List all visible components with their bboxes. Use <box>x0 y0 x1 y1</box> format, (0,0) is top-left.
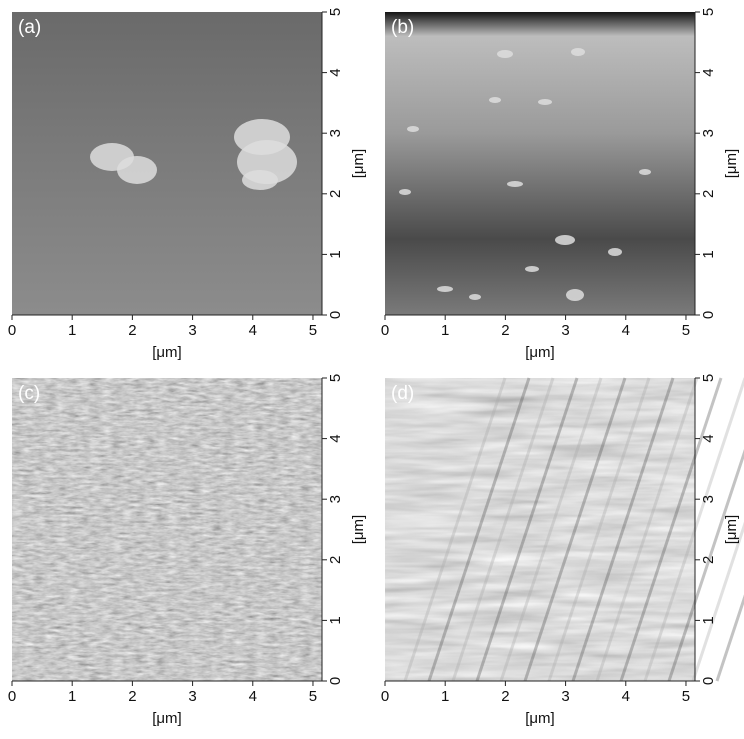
y-axis-label: [μm] <box>350 149 367 178</box>
y-axis-label: [μm] <box>723 149 740 178</box>
afm-image <box>12 378 322 681</box>
y-tick-label: 0 <box>327 311 344 319</box>
y-tick-label: 3 <box>327 129 344 137</box>
scratch <box>619 377 723 682</box>
scratch <box>475 377 579 682</box>
x-tick-label: 0 <box>8 688 16 705</box>
y-tick-label: 3 <box>327 495 344 503</box>
particle <box>437 286 453 292</box>
y-tick-label: 5 <box>327 8 344 16</box>
y-axis-label: [μm] <box>350 515 367 544</box>
panel: (a) 0 1 2 3 4 5 0 1 2 3 4 5 [μm] [μm] <box>8 8 367 361</box>
x-tick-label: 4 <box>622 322 630 339</box>
y-tick-label: 2 <box>327 190 344 198</box>
y-tick-label: 3 <box>700 129 717 137</box>
x-tick-label: 4 <box>249 688 257 705</box>
y-tick-label: 0 <box>700 677 717 685</box>
x-tick-label: 2 <box>501 322 509 339</box>
panel: (d) 0 1 2 3 4 5 0 1 2 3 4 5 [μm] [μm] <box>381 374 744 727</box>
x-tick-label: 2 <box>128 688 136 705</box>
particle <box>571 48 585 56</box>
panel: (b) 0 1 2 3 4 5 0 1 2 3 4 5 [μm] [μm] <box>381 8 740 361</box>
x-tick-label: 3 <box>188 688 196 705</box>
y-tick-label: 1 <box>700 250 717 258</box>
x-tick-label: 5 <box>309 322 317 339</box>
panel-label: (c) <box>18 383 40 404</box>
y-tick-label: 2 <box>700 556 717 564</box>
x-tick-label: 3 <box>561 322 569 339</box>
particle <box>566 289 584 301</box>
scratch <box>595 377 699 682</box>
particle <box>555 235 575 245</box>
particle <box>407 126 419 132</box>
scratch <box>499 377 603 682</box>
x-tick-label: 0 <box>381 322 389 339</box>
x-tick-label: 0 <box>381 688 389 705</box>
scratch <box>547 377 651 682</box>
x-tick-label: 1 <box>68 688 76 705</box>
scratch <box>571 377 675 682</box>
afm-image <box>385 12 695 315</box>
scratch <box>667 448 744 682</box>
x-tick-label: 5 <box>682 322 690 339</box>
y-tick-label: 1 <box>700 616 717 624</box>
x-tick-label: 2 <box>501 688 509 705</box>
y-axis-label: [μm] <box>723 515 740 544</box>
particle <box>538 99 552 105</box>
x-tick-label: 2 <box>128 322 136 339</box>
panel: (c) 0 1 2 3 4 5 0 1 2 3 4 5 [μm] [μm] <box>8 374 367 727</box>
x-tick-label: 3 <box>188 322 196 339</box>
particle <box>608 248 622 256</box>
particle <box>117 156 157 184</box>
x-tick-label: 4 <box>249 322 257 339</box>
particle <box>507 181 523 187</box>
scratch <box>715 594 744 682</box>
x-tick-label: 0 <box>8 322 16 339</box>
particle <box>497 50 513 58</box>
particle <box>242 170 278 190</box>
y-tick-label: 0 <box>700 311 717 319</box>
scratch <box>403 377 507 682</box>
scratch <box>523 377 627 682</box>
y-tick-label: 1 <box>327 250 344 258</box>
scratch <box>691 521 744 682</box>
y-tick-label: 3 <box>700 495 717 503</box>
particle <box>639 169 651 175</box>
y-tick-label: 2 <box>327 556 344 564</box>
y-tick-label: 5 <box>700 8 717 16</box>
x-tick-label: 1 <box>441 322 449 339</box>
x-tick-label: 1 <box>68 322 76 339</box>
particle <box>469 294 481 300</box>
panel-label: (d) <box>391 383 414 404</box>
afm-image <box>385 378 695 681</box>
x-tick-label: 5 <box>309 688 317 705</box>
y-tick-label: 4 <box>700 68 717 76</box>
scratch <box>451 377 555 682</box>
particle <box>525 266 539 272</box>
y-tick-label: 4 <box>327 434 344 442</box>
x-axis-label: [μm] <box>525 710 554 727</box>
scratch <box>427 377 531 682</box>
y-tick-label: 2 <box>700 190 717 198</box>
x-axis-label: [μm] <box>525 344 554 361</box>
x-tick-label: 1 <box>441 688 449 705</box>
panels: (a) 0 1 2 3 4 5 0 1 2 3 4 5 [μm] [μm] (b) 0 1 2 3 4 5 0 1 2 3 4 5 [μ… <box>8 8 744 727</box>
y-tick-label: 4 <box>327 68 344 76</box>
particle <box>399 189 411 195</box>
y-tick-label: 4 <box>700 434 717 442</box>
x-tick-label: 4 <box>622 688 630 705</box>
x-tick-label: 3 <box>561 688 569 705</box>
panel-label: (b) <box>391 17 414 38</box>
x-tick-label: 5 <box>682 688 690 705</box>
y-tick-label: 5 <box>327 374 344 382</box>
particle <box>489 97 501 103</box>
x-axis-label: [μm] <box>152 344 181 361</box>
y-tick-label: 0 <box>327 677 344 685</box>
y-tick-label: 5 <box>700 374 717 382</box>
panel-label: (a) <box>18 17 41 38</box>
x-axis-label: [μm] <box>152 710 181 727</box>
y-tick-label: 1 <box>327 616 344 624</box>
